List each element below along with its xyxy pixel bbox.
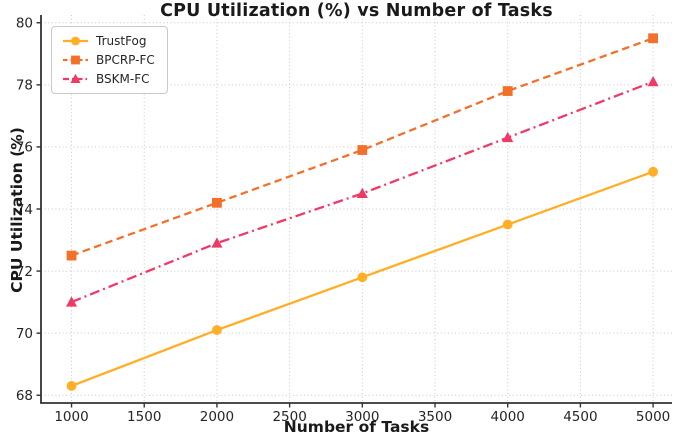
- marker-triangle-bskm-fc: [356, 187, 368, 198]
- y-tick-label: 74: [16, 202, 33, 218]
- marker-square-bpcrp-fc: [357, 145, 368, 155]
- marker-circle-trustfog: [648, 166, 658, 177]
- marker-square-bpcrp-fc: [212, 197, 222, 208]
- y-tick-label: 80: [16, 16, 33, 32]
- legend-marker-circle: [71, 36, 80, 46]
- x-tick-label: 2000: [200, 409, 234, 425]
- x-tick-label: 5000: [636, 409, 670, 425]
- marker-triangle-bskm-fc: [65, 296, 78, 307]
- legend-label: BPCRP-FC: [96, 53, 155, 67]
- x-tick-label: 4000: [491, 409, 525, 425]
- chart-title: CPU Utilization (%) vs Number of Tasks: [160, 1, 553, 21]
- y-axis-label: CPU Utilization (%): [8, 127, 26, 293]
- legend-sample-triangle-icon: [63, 73, 88, 84]
- legend-item-bskm-fc: BSKM-FC: [62, 72, 155, 86]
- marker-square-bpcrp-fc: [648, 33, 658, 44]
- y-tick-label: 72: [16, 264, 33, 280]
- x-tick-label: 2500: [272, 409, 306, 425]
- marker-triangle-bskm-fc: [647, 75, 659, 87]
- marker-circle-trustfog: [357, 272, 368, 283]
- y-tick-label: 68: [16, 388, 33, 404]
- marker-circle-trustfog: [66, 381, 77, 391]
- x-tick-label: 3500: [418, 409, 452, 425]
- legend-sample-square-icon: [63, 55, 88, 65]
- x-tick-label: 4500: [563, 409, 597, 425]
- x-tick-label: 1000: [54, 409, 88, 425]
- x-tick-label: 3000: [345, 409, 379, 425]
- legend-sample-circle-icon: [63, 36, 88, 46]
- x-tick-label: 1500: [127, 409, 161, 425]
- marker-square-bpcrp-fc: [502, 86, 513, 96]
- legend-item-bpcrp-fc: BPCRP-FC: [62, 53, 155, 67]
- legend-marker-square: [71, 55, 80, 65]
- marker-circle-trustfog: [212, 325, 222, 335]
- y-tick-label: 78: [16, 78, 33, 94]
- y-tick-label: 76: [16, 140, 33, 156]
- marker-square-bpcrp-fc: [66, 250, 77, 261]
- series-line-bskm-fc: [71, 80, 654, 304]
- legend-item-trustfog: TrustFog: [62, 34, 155, 48]
- marker-circle-trustfog: [502, 219, 513, 230]
- y-tick-label: 70: [16, 326, 33, 342]
- legend-label: BSKM-FC: [96, 72, 150, 86]
- marker-triangle-bskm-fc: [502, 131, 514, 143]
- series-line-bpcrp-fc: [71, 37, 654, 257]
- legend: TrustFog BPCRP-FC BSKM-FC: [51, 26, 168, 94]
- marker-triangle-bskm-fc: [211, 237, 223, 248]
- legend-label: TrustFog: [96, 34, 147, 48]
- legend-marker-triangle: [70, 73, 81, 84]
- x-axis-label: Number of Tasks: [283, 418, 430, 436]
